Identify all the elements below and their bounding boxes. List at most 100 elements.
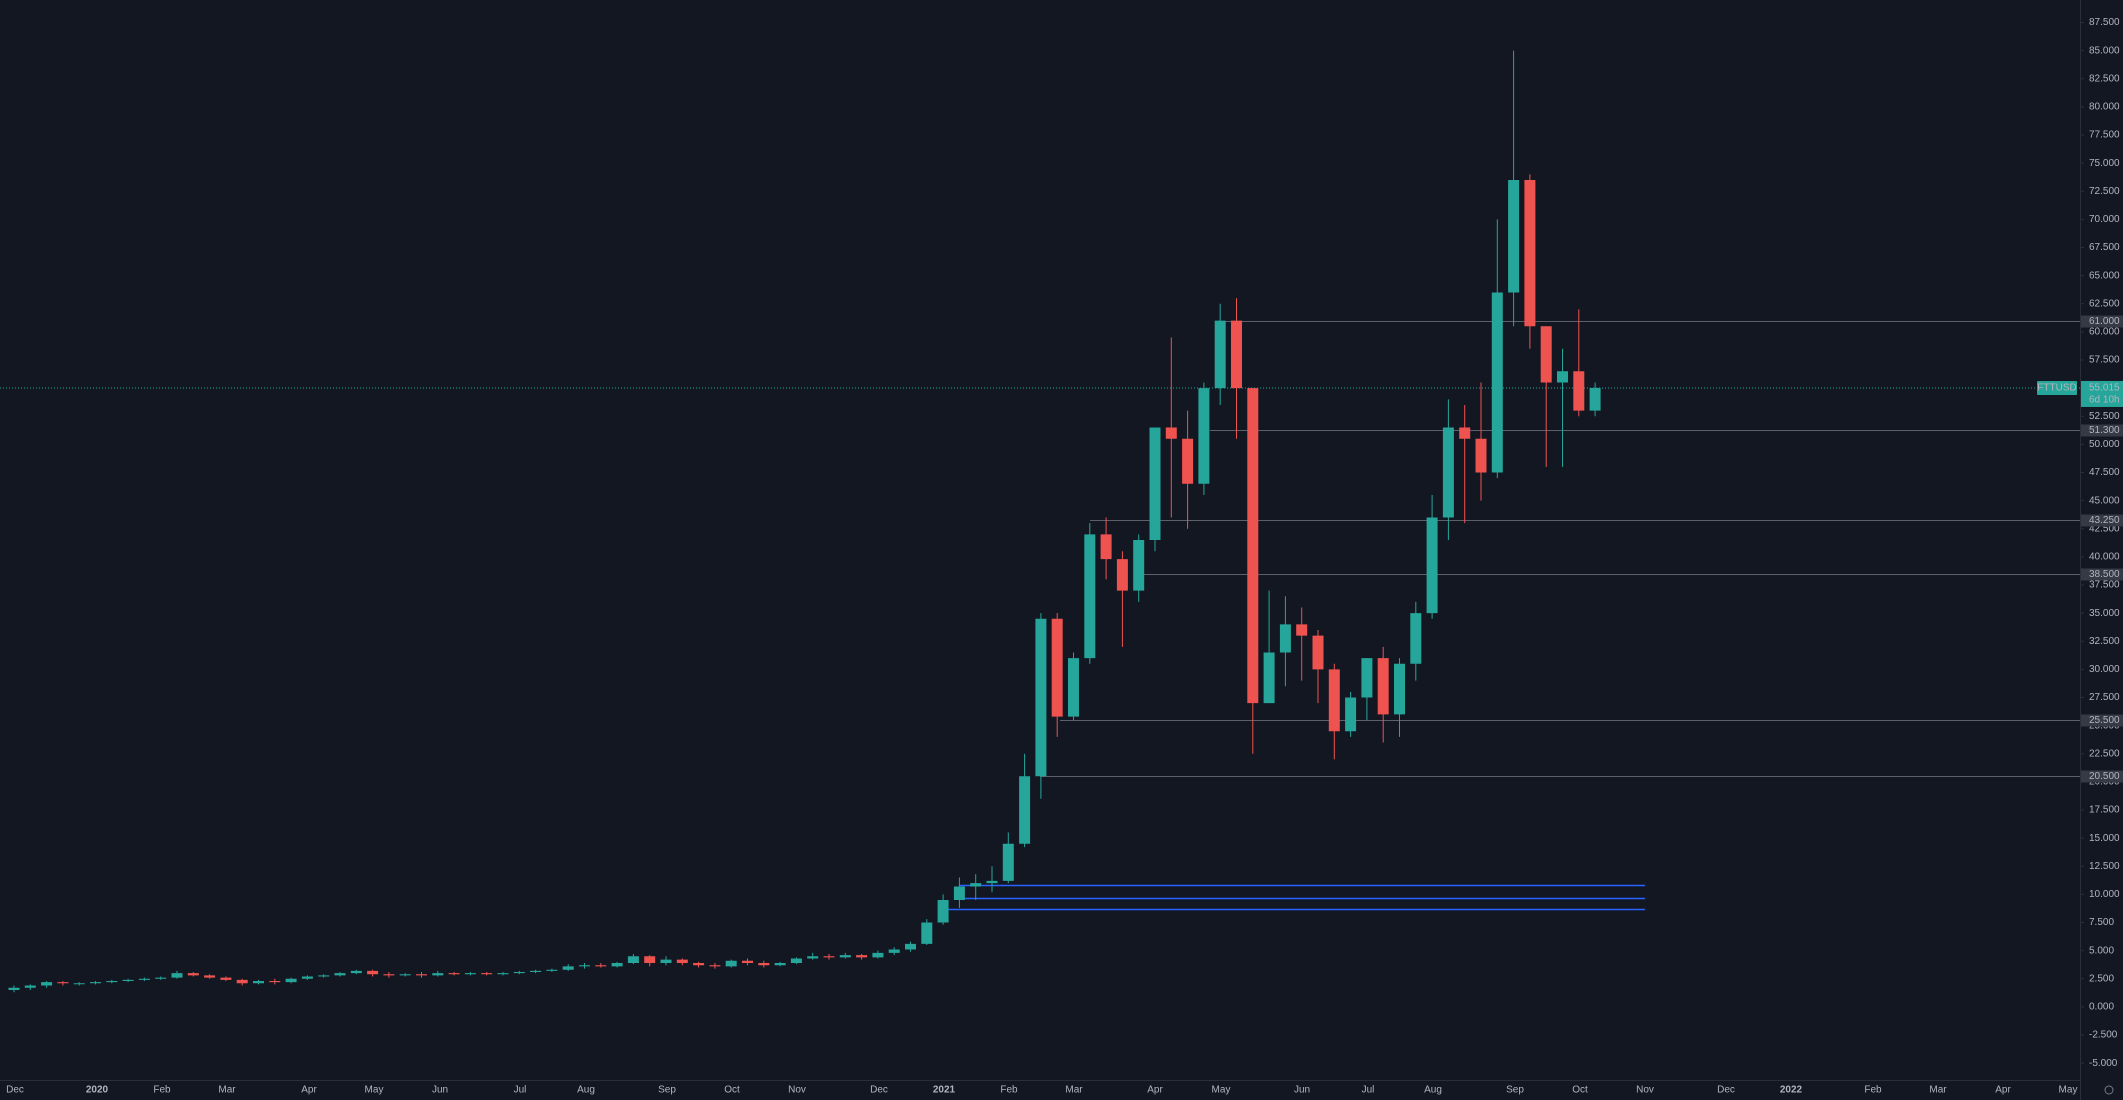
y-tick-label: 30.000 xyxy=(2089,664,2120,675)
y-tick-label: 52.500 xyxy=(2089,411,2120,422)
y-tick-label: 17.500 xyxy=(2089,805,2120,816)
candle-body xyxy=(41,982,53,986)
x-tick-label: Dec xyxy=(6,1085,24,1096)
x-tick-label: Mar xyxy=(1065,1085,1083,1096)
candle-body xyxy=(1491,292,1503,473)
level-label: 38.500 xyxy=(2089,569,2120,580)
x-tick-label: 2022 xyxy=(1780,1085,1803,1096)
y-tick-label: 82.500 xyxy=(2089,73,2120,84)
y-tick-label: 10.000 xyxy=(2089,889,2120,900)
x-tick-label: Jul xyxy=(514,1085,527,1096)
candle-body xyxy=(106,981,118,983)
y-tick-label: 77.500 xyxy=(2089,130,2120,141)
level-label-box xyxy=(2081,770,2123,783)
candle-body xyxy=(1116,559,1128,591)
candle-body xyxy=(530,970,542,972)
candle-body xyxy=(1442,427,1454,518)
candle-body xyxy=(1182,438,1194,484)
candle-body xyxy=(1426,517,1438,614)
y-tick-label: 7.500 xyxy=(2089,917,2114,928)
candle-body xyxy=(383,974,395,976)
countdown-label: 6d 10h xyxy=(2089,395,2120,406)
candle-body xyxy=(823,956,835,958)
candle-body xyxy=(1231,320,1242,389)
y-tick-label: 37.500 xyxy=(2089,580,2120,591)
candle-body xyxy=(416,974,427,976)
x-tick-label: Nov xyxy=(788,1085,806,1096)
settings-icon[interactable] xyxy=(2104,1085,2114,1095)
candle-body xyxy=(1410,613,1422,664)
candle-body xyxy=(774,963,786,966)
candle-body xyxy=(1002,843,1014,881)
y-tick-label: 50.000 xyxy=(2089,439,2120,450)
x-tick-label: Aug xyxy=(1424,1085,1442,1096)
candle-body xyxy=(1573,371,1585,411)
candle-body xyxy=(937,900,949,923)
y-tick-label: 72.500 xyxy=(2089,186,2120,197)
candle-body xyxy=(1084,534,1096,659)
candle-body xyxy=(1263,652,1275,704)
candle-body xyxy=(1035,618,1047,777)
candle-body xyxy=(1133,540,1145,591)
candle-body xyxy=(856,955,868,958)
candle-body xyxy=(725,960,737,967)
y-tick-label: -5.000 xyxy=(2089,1058,2118,1069)
candle-body xyxy=(57,982,69,984)
y-tick-label: 75.000 xyxy=(2089,158,2120,169)
candle-body xyxy=(970,883,982,887)
y-tick-label: 85.000 xyxy=(2089,45,2120,56)
x-tick-label: May xyxy=(1212,1085,1231,1096)
candle-body xyxy=(905,943,916,950)
last-price-box xyxy=(2081,380,2123,407)
last-price-label: 55.015 xyxy=(2089,383,2120,394)
x-tick-label: 2020 xyxy=(86,1085,109,1096)
y-tick-label: 15.000 xyxy=(2089,833,2120,844)
level-label: 20.500 xyxy=(2089,771,2120,782)
candle-body xyxy=(742,960,753,963)
x-tick-label: Apr xyxy=(1995,1085,2011,1096)
x-tick-label: Oct xyxy=(1572,1085,1588,1096)
candle-body xyxy=(73,983,85,985)
candle-body xyxy=(660,959,672,963)
candle-body xyxy=(1540,326,1552,383)
y-tick-label: 5.000 xyxy=(2089,945,2114,956)
level-label: 43.250 xyxy=(2089,515,2120,526)
candle-body xyxy=(285,978,297,983)
candle-body xyxy=(693,963,705,966)
y-tick-label: 27.500 xyxy=(2089,692,2120,703)
candle-body xyxy=(1019,776,1031,844)
level-label-box xyxy=(2081,315,2123,328)
candle-body xyxy=(1296,624,1308,636)
candle-body xyxy=(1557,371,1568,383)
candle-body xyxy=(318,975,330,977)
level-label: 61.000 xyxy=(2089,316,2120,327)
candle-body xyxy=(562,966,574,970)
x-tick-label: Apr xyxy=(301,1085,317,1096)
candle-body xyxy=(204,975,216,978)
candle-body xyxy=(138,978,150,980)
x-tick-label: May xyxy=(2059,1085,2078,1096)
candle-body xyxy=(171,973,183,978)
candle-body xyxy=(464,973,476,975)
candle-body xyxy=(839,955,851,958)
candle-body xyxy=(1475,438,1487,473)
candle-body xyxy=(90,982,101,984)
level-label-box xyxy=(2081,424,2123,437)
candle-body xyxy=(1328,669,1340,732)
symbol-label: FTTUSD xyxy=(2037,383,2076,394)
y-tick-label: 0.000 xyxy=(2089,1002,2114,1013)
candle-body xyxy=(546,969,558,971)
x-tick-label: 2021 xyxy=(933,1085,956,1096)
y-tick-label: -2.500 xyxy=(2089,1030,2118,1041)
x-tick-label: May xyxy=(365,1085,384,1096)
candle-body xyxy=(432,973,444,976)
y-tick-label: 87.500 xyxy=(2089,17,2120,28)
candle-body xyxy=(1345,697,1357,732)
x-tick-label: Feb xyxy=(1864,1085,1882,1096)
candle-body xyxy=(611,963,623,967)
x-tick-label: Dec xyxy=(1717,1085,1735,1096)
candle-body xyxy=(350,970,362,974)
candle-body xyxy=(1198,388,1210,484)
y-tick-label: 47.500 xyxy=(2089,467,2120,478)
